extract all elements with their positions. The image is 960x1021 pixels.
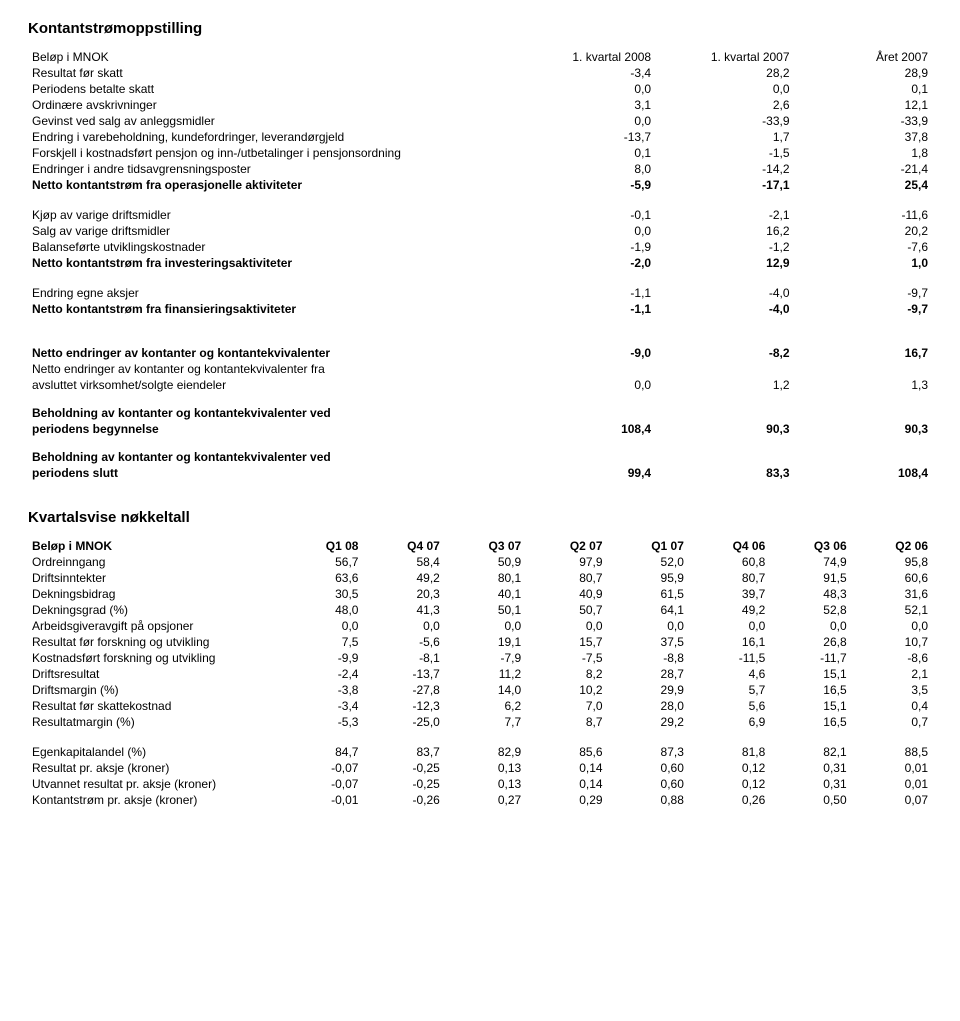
- table-row: Driftsinntekter63,649,280,180,795,980,79…: [28, 570, 932, 586]
- table-row: Netto kontantstrøm fra investeringsaktiv…: [28, 255, 932, 271]
- table-row: Beholdning av kontanter og kontantekviva…: [28, 449, 932, 465]
- table-row: Resultat pr. aksje (kroner)-0,07-0,250,1…: [28, 760, 932, 776]
- table-row: Driftsresultat-2,4-13,711,28,228,74,615,…: [28, 666, 932, 682]
- quarterly-table: Beløp i MNOKQ1 08Q4 07Q3 07Q2 07Q1 07Q4 …: [28, 538, 932, 808]
- table-row: avsluttet virksomhet/solgte eiendeler0,0…: [28, 377, 932, 393]
- table-row: Arbeidsgiveravgift på opsjoner0,00,00,00…: [28, 618, 932, 634]
- cashflow-table: Beløp i MNOK1. kvartal 20081. kvartal 20…: [28, 49, 932, 481]
- table-row: Forskjell i kostnadsført pensjon og inn-…: [28, 145, 932, 161]
- table-row: Kjøp av varige driftsmidler-0,1-2,1-11,6: [28, 207, 932, 223]
- table-row: Kontantstrøm pr. aksje (kroner)-0,01-0,2…: [28, 792, 932, 808]
- table-row: Driftsmargin (%)-3,8-27,814,010,229,95,7…: [28, 682, 932, 698]
- quarterly-title: Kvartalsvise nøkkeltall: [28, 509, 932, 526]
- table-row: Dekningsbidrag30,520,340,140,961,539,748…: [28, 586, 932, 602]
- table-row: Salg av varige driftsmidler0,016,220,2: [28, 223, 932, 239]
- table-row: Netto kontantstrøm fra finansieringsakti…: [28, 301, 932, 317]
- table-row: periodens begynnelse108,490,390,3: [28, 421, 932, 437]
- table-row: Periodens betalte skatt0,00,00,1: [28, 81, 932, 97]
- table-row: Netto endringer av kontanter og kontante…: [28, 345, 932, 361]
- table-row: Beholdning av kontanter og kontantekviva…: [28, 405, 932, 421]
- table-row: Resultat før forskning og utvikling7,5-5…: [28, 634, 932, 650]
- table-row: Endring i varebeholdning, kundefordringe…: [28, 129, 932, 145]
- table-row: Egenkapitalandel (%)84,783,782,985,687,3…: [28, 744, 932, 760]
- table-row: Beløp i MNOKQ1 08Q4 07Q3 07Q2 07Q1 07Q4 …: [28, 538, 932, 554]
- table-row: Utvannet resultat pr. aksje (kroner)-0,0…: [28, 776, 932, 792]
- table-row: Endring egne aksjer-1,1-4,0-9,7: [28, 285, 932, 301]
- table-row: Gevinst ved salg av anleggsmidler0,0-33,…: [28, 113, 932, 129]
- table-row: Balanseførte utviklingskostnader-1,9-1,2…: [28, 239, 932, 255]
- table-row: Resultat før skattekostnad-3,4-12,36,27,…: [28, 698, 932, 714]
- table-row: Resultat før skatt-3,428,228,9: [28, 65, 932, 81]
- table-row: Beløp i MNOK1. kvartal 20081. kvartal 20…: [28, 49, 932, 65]
- table-row: Resultatmargin (%)-5,3-25,07,78,729,26,9…: [28, 714, 932, 730]
- table-row: Dekningsgrad (%)48,041,350,150,764,149,2…: [28, 602, 932, 618]
- table-row: periodens slutt99,483,3108,4: [28, 465, 932, 481]
- table-row: Netto endringer av kontanter og kontante…: [28, 361, 932, 377]
- table-row: Ordreinngang56,758,450,997,952,060,874,9…: [28, 554, 932, 570]
- table-row: Endringer i andre tidsavgrensningsposter…: [28, 161, 932, 177]
- cashflow-title: Kontantstrømoppstilling: [28, 20, 932, 37]
- table-row: Netto kontantstrøm fra operasjonelle akt…: [28, 177, 932, 193]
- table-row: Kostnadsført forskning og utvikling-9,9-…: [28, 650, 932, 666]
- table-row: Ordinære avskrivninger3,12,612,1: [28, 97, 932, 113]
